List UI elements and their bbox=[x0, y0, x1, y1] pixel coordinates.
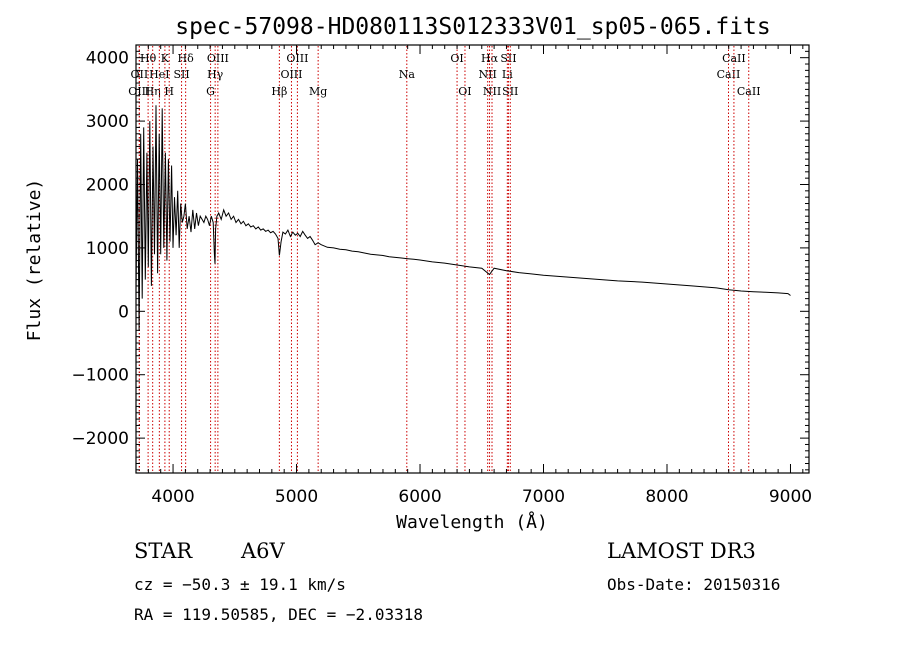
y-tick-label: 1000 bbox=[86, 239, 129, 259]
y-tick-label: 2000 bbox=[86, 175, 129, 195]
line-marker-label: K bbox=[161, 52, 170, 65]
line-marker-label: Hδ bbox=[178, 52, 195, 65]
line-marker-label: G bbox=[206, 85, 215, 98]
line-marker-label: Li bbox=[502, 68, 513, 81]
line-marker-label: Na bbox=[399, 68, 416, 81]
object-type: STAR bbox=[134, 539, 193, 563]
line-marker-label: OI bbox=[450, 52, 463, 65]
line-marker-label: OIII bbox=[280, 68, 302, 81]
line-marker-label: Mg bbox=[309, 85, 327, 98]
line-marker-label: Hη bbox=[145, 85, 161, 98]
x-tick-label: 7000 bbox=[522, 487, 565, 507]
line-marker-label: SII bbox=[500, 52, 516, 65]
y-tick-label: 3000 bbox=[86, 112, 129, 132]
line-marker-label: CaII bbox=[717, 68, 741, 81]
chart-title: spec-57098-HD080113S012333V01_sp05-065.f… bbox=[175, 14, 770, 40]
x-tick-label: 6000 bbox=[398, 487, 441, 507]
y-tick-label: −1000 bbox=[71, 366, 129, 386]
line-marker-label: OIII bbox=[207, 52, 229, 65]
plot-frame bbox=[135, 44, 810, 474]
y-axis-ticks: −2000 −1000 0 1000 2000 3000 4000 bbox=[71, 44, 809, 471]
spectrum-line-group bbox=[135, 105, 791, 331]
x-axis-label: Wavelength (Å) bbox=[396, 511, 548, 533]
x-axis-ticks: 4000 5000 6000 7000 8000 9000 bbox=[135, 45, 812, 507]
line-markers: HθOIIOIIIHηHeIKHSIIHδGHγOIIIHβOIIIOIIIMg… bbox=[128, 46, 761, 472]
line-marker-label: Hγ bbox=[207, 68, 224, 81]
line-marker-label: OIII bbox=[128, 85, 150, 98]
y-axis-label: Flux (relative) bbox=[24, 179, 45, 342]
x-tick-label: 4000 bbox=[151, 487, 194, 507]
spectral-subclass: A6V bbox=[241, 539, 285, 563]
line-marker-label: SII bbox=[502, 85, 518, 98]
line-marker-label: Hα bbox=[481, 52, 499, 65]
x-tick-label: 8000 bbox=[645, 487, 688, 507]
x-tick-label: 9000 bbox=[769, 487, 812, 507]
spectrum-line bbox=[135, 105, 791, 331]
line-marker-label: HeI bbox=[149, 68, 169, 81]
line-marker-label: NII bbox=[479, 68, 497, 81]
line-marker-label: CaII bbox=[722, 52, 746, 65]
line-marker-label: NII bbox=[483, 85, 501, 98]
y-tick-label: 4000 bbox=[86, 49, 129, 69]
line-marker-label: Hθ bbox=[140, 52, 157, 65]
redshift-text: cz = −50.3 ± 19.1 km/s bbox=[134, 575, 346, 594]
line-marker-label: H bbox=[164, 85, 174, 98]
line-marker-label: CaII bbox=[737, 85, 761, 98]
x-tick-label: 5000 bbox=[275, 487, 318, 507]
y-tick-label: 0 bbox=[118, 302, 129, 322]
line-marker-label: OI bbox=[458, 85, 471, 98]
survey-name: LAMOST DR3 bbox=[607, 539, 756, 563]
coordinates-text: RA = 119.50585, DEC = −2.03318 bbox=[134, 605, 423, 624]
line-marker-label: SII bbox=[173, 68, 189, 81]
line-marker-label: Hβ bbox=[271, 85, 287, 98]
line-marker-label: OIII bbox=[286, 52, 308, 65]
obs-date: Obs-Date: 20150316 bbox=[607, 575, 781, 594]
y-tick-label: −2000 bbox=[71, 429, 129, 449]
